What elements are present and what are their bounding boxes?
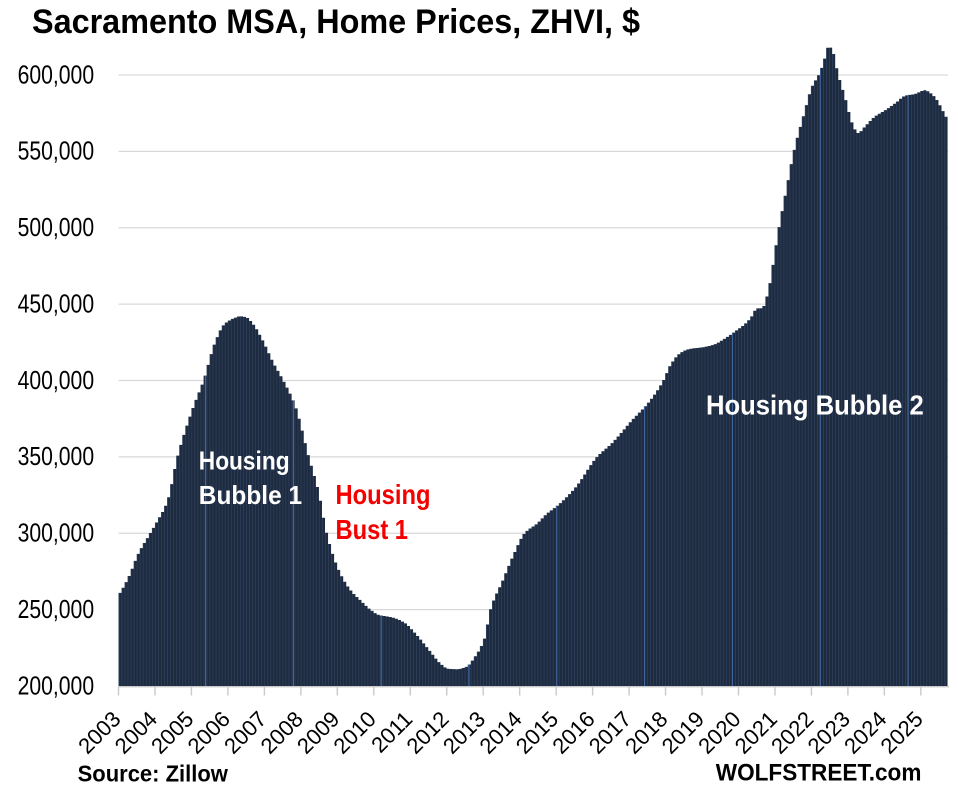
svg-text:Housing: Housing [199,445,290,475]
svg-text:Bubble 1: Bubble 1 [199,480,302,510]
svg-text:250,000: 250,000 [18,594,95,624]
svg-text:Source: Zillow: Source: Zillow [78,761,228,787]
svg-text:400,000: 400,000 [18,365,95,395]
svg-text:300,000: 300,000 [18,518,95,548]
svg-text:Housing: Housing [336,479,431,510]
svg-text:Sacramento MSA, Home Prices, Z: Sacramento MSA, Home Prices, ZHVI, $ [32,3,640,41]
svg-text:500,000: 500,000 [18,212,95,242]
svg-text:Housing Bubble 2: Housing Bubble 2 [706,389,924,420]
svg-text:WOLFSTREET.com: WOLFSTREET.com [716,760,922,787]
svg-text:Bust 1: Bust 1 [336,514,409,545]
svg-text:450,000: 450,000 [18,288,95,318]
svg-text:350,000: 350,000 [18,441,95,471]
svg-text:550,000: 550,000 [18,136,95,166]
svg-text:600,000: 600,000 [18,59,95,89]
svg-text:200,000: 200,000 [18,670,95,700]
